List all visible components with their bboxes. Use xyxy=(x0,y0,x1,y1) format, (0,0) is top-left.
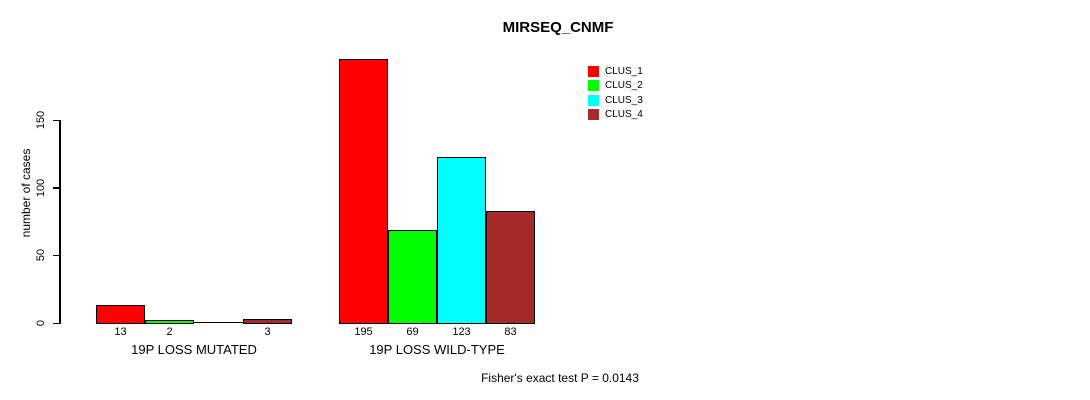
bar-value-label: 13 xyxy=(114,326,127,338)
legend-label: CLUS_1 xyxy=(605,66,643,77)
y-axis-tick xyxy=(53,254,60,257)
bar-clus_4 xyxy=(243,318,292,324)
bar-clus_2 xyxy=(388,229,437,324)
legend-swatch-clus_4 xyxy=(588,109,599,121)
y-tick-label: 50 xyxy=(35,249,47,262)
legend-row: CLUS_1 xyxy=(588,66,643,77)
chart-title: MIRSEQ_CNMF xyxy=(502,19,614,36)
y-axis-title: number of cases xyxy=(19,148,33,238)
bar-clus_3 xyxy=(437,156,486,324)
y-tick-label: 150 xyxy=(35,110,47,130)
legend-swatch-clus_3 xyxy=(588,94,599,106)
bar-value-label: 69 xyxy=(406,326,419,338)
legend-label: CLUS_4 xyxy=(605,109,643,121)
group-baseline xyxy=(96,322,292,323)
group-label: 19P LOSS MUTATED xyxy=(131,342,257,357)
y-axis-tick xyxy=(53,322,60,324)
group-label: 19P LOSS WILD-TYPE xyxy=(369,342,505,357)
bar-value-label: 83 xyxy=(504,326,517,338)
fisher-test-annotation: Fisher's exact test P = 0.0143 xyxy=(481,371,639,385)
legend-swatch-clus_2 xyxy=(588,80,599,92)
y-axis-tick xyxy=(53,119,60,121)
y-axis-tick xyxy=(53,187,60,189)
bar-clus_2 xyxy=(145,320,194,324)
bar-value-label: 123 xyxy=(452,326,471,338)
y-tick-label: 100 xyxy=(35,178,47,197)
y-tick-label: 0 xyxy=(35,319,47,327)
bar-value-label: 2 xyxy=(166,326,173,338)
bar-clus_4 xyxy=(486,210,535,324)
legend-label: CLUS_2 xyxy=(605,80,643,92)
legend-row: CLUS_4 xyxy=(588,109,643,121)
bar-value-label: 195 xyxy=(354,326,373,338)
bar-clus_1 xyxy=(339,59,388,324)
legend-label: CLUS_3 xyxy=(605,94,643,106)
legend-row: CLUS_2 xyxy=(588,80,643,92)
legend: CLUS_1 CLUS_2 CLUS_3 CLUS_4 xyxy=(588,66,643,124)
bar-clus_1 xyxy=(96,305,145,324)
legend-row: CLUS_3 xyxy=(588,94,643,106)
y-axis-line xyxy=(59,120,61,324)
bar-value-label: 3 xyxy=(264,326,271,338)
legend-swatch-clus_1 xyxy=(588,66,599,77)
